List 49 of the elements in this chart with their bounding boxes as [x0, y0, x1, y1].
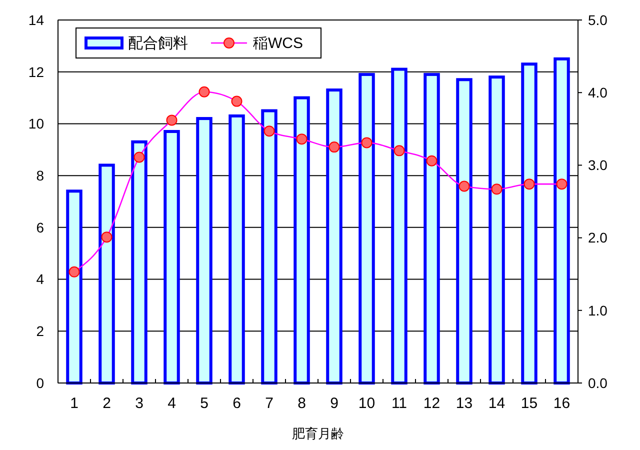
- bar: [66, 190, 82, 384]
- y-tick-label: 2: [36, 323, 44, 340]
- bar: [456, 78, 472, 384]
- y-tick-label: 6: [36, 219, 44, 236]
- y2-tick-label: 2.0: [588, 230, 608, 246]
- x-tick-label: 5: [200, 395, 208, 412]
- bar: [196, 117, 212, 384]
- x-tick-label: 1: [70, 395, 78, 412]
- bar: [391, 68, 408, 384]
- x-tick-label: 16: [553, 395, 570, 412]
- x-tick-label: 3: [135, 395, 144, 412]
- x-tick-label: 4: [168, 395, 176, 412]
- x-tick-label: 14: [488, 395, 506, 412]
- bar: [326, 88, 342, 384]
- y-tick-label: 4: [36, 271, 44, 288]
- x-tick-label: 15: [520, 395, 538, 412]
- y2-tick-label: 0.0: [588, 374, 608, 391]
- y-tick-label: 8: [36, 167, 44, 184]
- y2-tick-label: 4.0: [588, 84, 608, 100]
- x-tick-label: 10: [358, 395, 376, 412]
- y-tick-label: 14: [28, 12, 44, 28]
- y-tick-label: 0: [36, 374, 44, 391]
- bar: [488, 76, 505, 384]
- legend-label: 配合飼料: [128, 35, 188, 52]
- bar: [131, 140, 148, 384]
- bar: [358, 72, 375, 384]
- y-tick-label: 12: [28, 64, 44, 80]
- x-tick-label: 13: [456, 395, 473, 412]
- x-tick-label: 12: [423, 395, 440, 412]
- bar: [424, 72, 440, 384]
- bar: [98, 164, 115, 384]
- bar: [261, 109, 278, 384]
- y2-tick-label: 5.0: [588, 12, 608, 28]
- x-axis-title: 肥育月齢: [292, 426, 344, 441]
- bar: [521, 62, 538, 384]
- legend-label: 稲WCS: [253, 35, 303, 52]
- x-tick-label: 9: [330, 395, 338, 412]
- y2-tick-label: 1.0: [588, 302, 608, 318]
- x-tick-label: 8: [298, 395, 306, 412]
- x-tick-label: 6: [232, 395, 241, 412]
- x-tick-label: 2: [102, 395, 111, 412]
- bar: [554, 57, 570, 384]
- y2-tick-label: 3.0: [588, 157, 608, 174]
- bar: [294, 96, 310, 384]
- bar: [164, 130, 180, 384]
- y-tick-label: 10: [28, 116, 44, 132]
- x-tick-label: 7: [265, 395, 274, 412]
- x-tick-label: 11: [391, 395, 408, 412]
- bar: [228, 114, 245, 384]
